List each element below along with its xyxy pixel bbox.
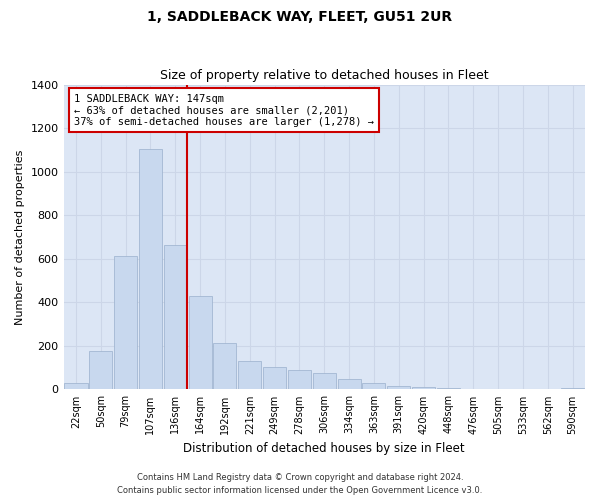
Bar [263,366,286,390]
Bar [114,256,137,390]
Bar [412,388,435,390]
Bar [238,361,262,390]
Bar [188,296,212,390]
Bar [313,373,336,390]
Bar [561,388,584,390]
Bar [164,244,187,390]
Bar [64,383,88,390]
Bar [214,342,236,390]
Bar [338,378,361,390]
Text: 1, SADDLEBACK WAY, FLEET, GU51 2UR: 1, SADDLEBACK WAY, FLEET, GU51 2UR [148,10,452,24]
Bar [288,370,311,390]
Bar [387,386,410,390]
Text: Contains HM Land Registry data © Crown copyright and database right 2024.
Contai: Contains HM Land Registry data © Crown c… [118,474,482,495]
Y-axis label: Number of detached properties: Number of detached properties [15,150,25,324]
Bar [362,383,385,390]
Text: 1 SADDLEBACK WAY: 147sqm
← 63% of detached houses are smaller (2,201)
37% of sem: 1 SADDLEBACK WAY: 147sqm ← 63% of detach… [74,94,374,127]
Bar [89,352,112,390]
X-axis label: Distribution of detached houses by size in Fleet: Distribution of detached houses by size … [184,442,465,455]
Bar [437,388,460,390]
Title: Size of property relative to detached houses in Fleet: Size of property relative to detached ho… [160,69,488,82]
Bar [139,149,162,390]
